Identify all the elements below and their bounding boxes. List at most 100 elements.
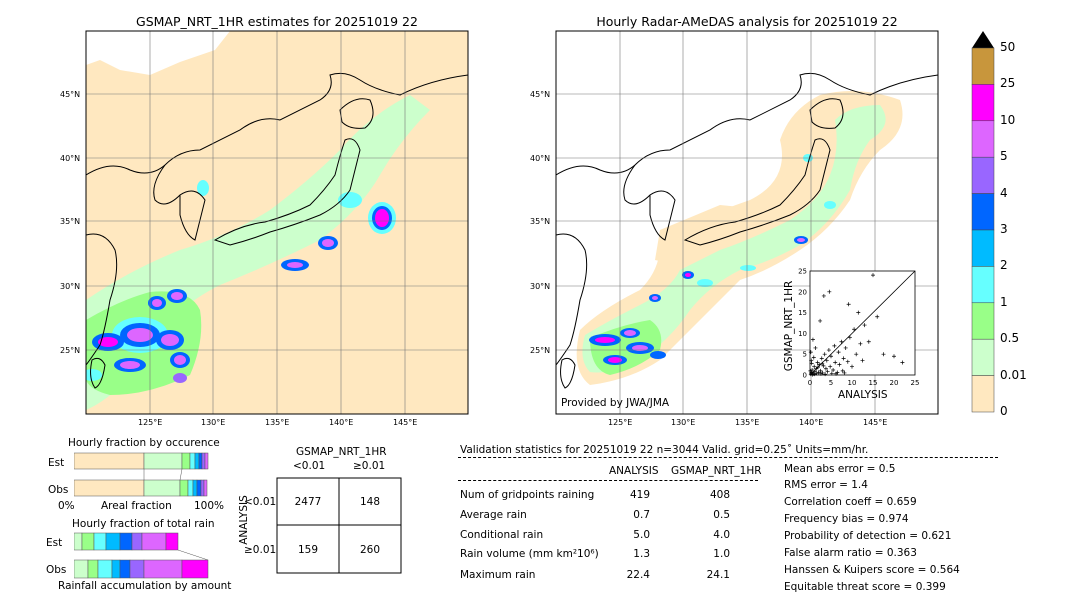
validation-table-rule	[458, 480, 758, 481]
scatter-point	[860, 358, 865, 363]
scatter-point	[829, 354, 833, 359]
colorbar	[971, 31, 995, 413]
contingency-col-lt: <0.01	[293, 460, 326, 472]
scatter-diagonal	[809, 270, 916, 376]
scatter-point	[821, 293, 826, 298]
validation-row-gsmap: 24.1	[706, 569, 730, 581]
total-rain-bars	[74, 532, 209, 579]
validation-header-rule	[458, 457, 998, 458]
colorbar-label: 0.01	[1000, 367, 1027, 382]
colorbar-label: 10	[1000, 112, 1016, 127]
colorbar-segment	[971, 229, 995, 267]
colorbar-label: 3	[1000, 222, 1008, 236]
scatter-y-tick: 25	[798, 268, 807, 276]
colorbar-label: 2	[1000, 258, 1008, 273]
scatter-point	[836, 350, 841, 355]
left-map	[85, 30, 469, 415]
total-rain-title: Hourly fraction of total rain	[72, 518, 215, 530]
colorbar-label: 1	[1000, 294, 1008, 309]
scatter-point	[827, 289, 832, 294]
colorbar-segment	[971, 120, 995, 158]
scatter-point	[846, 302, 851, 307]
validation-row-label: Maximum rain	[460, 569, 536, 581]
scatter-point	[856, 310, 861, 315]
contingency-col-ge: ≥0.01	[353, 460, 386, 472]
contingency-col-header: GSMAP_NRT_1HR	[296, 446, 387, 458]
colorbar-segment	[971, 302, 995, 340]
scatter-point	[834, 371, 839, 376]
scatter-point	[862, 323, 867, 328]
scatter-point	[815, 365, 820, 370]
scatter-point	[818, 318, 823, 323]
scatter-point	[812, 364, 817, 369]
scatter-point	[841, 356, 846, 361]
scatter-point	[820, 361, 825, 366]
validation-row-label: Conditional rain	[460, 529, 544, 541]
scatter-point	[825, 369, 830, 374]
right-lon-label: 125°E	[608, 418, 633, 427]
left-lon-label: 125°E	[138, 418, 163, 427]
contingency-row-ge: ≥0.01	[244, 544, 277, 556]
scatter-point	[808, 350, 813, 355]
scatter-point	[871, 273, 875, 278]
scatter-point	[833, 360, 838, 365]
scatter-point	[850, 364, 854, 369]
scatter-point	[831, 368, 836, 373]
validation-row-label: Average rain	[460, 509, 527, 521]
validation-row-label: Num of gridpoints raining	[460, 489, 595, 501]
scatter-y-tick: 10	[798, 330, 807, 338]
contingency-cell: 2477	[294, 496, 322, 508]
colorbar-label: 0.5	[1000, 331, 1020, 346]
scatter-xlabel: ANALYSIS	[838, 389, 888, 401]
score-line: Equitable threat score = 0.399	[784, 581, 946, 593]
total-rain-obs-label: Obs	[46, 564, 67, 576]
colorbar-label: 4	[1000, 185, 1008, 200]
scatter-point	[823, 372, 828, 377]
occurrence-axis-left: 0%	[58, 500, 75, 512]
validation-row-gsmap: 1.0	[713, 548, 730, 560]
scatter-point	[892, 354, 896, 359]
occurrence-title: Hourly fraction by occurence	[68, 437, 220, 449]
colorbar-extend-arrow	[972, 31, 994, 48]
scatter-point	[810, 372, 815, 377]
scatter-ylabel: GSMAP_NRT_1HR	[783, 280, 795, 372]
left-lon-label: 145°E	[393, 418, 418, 427]
right-lon-label: 135°E	[735, 418, 760, 427]
scatter-point	[822, 352, 827, 357]
scatter-point	[852, 327, 857, 332]
scatter-point	[810, 370, 815, 375]
contingency-grid	[276, 477, 402, 574]
score-line: Mean abs error = 0.5	[784, 463, 896, 475]
scatter-point	[866, 339, 871, 344]
validation-row-gsmap: 0.5	[713, 509, 730, 521]
score-line: Probability of detection = 0.621	[784, 530, 952, 542]
colorbar-label: 5	[1000, 149, 1008, 164]
validation-header: Validation statistics for 20251019 22 n=…	[460, 444, 869, 456]
contingency-cell: 159	[297, 544, 319, 556]
scatter-plot: 00 5 5 10 10 15 15 20 20 25 25	[798, 268, 920, 388]
score-line: RMS error = 1.4	[784, 479, 868, 491]
contingency-row-lt: <0.01	[244, 496, 277, 508]
validation-row-analysis: 0.7	[633, 509, 650, 521]
scatter-point	[817, 362, 822, 367]
scatter-y-tick: 0	[803, 372, 807, 380]
scatter-x-tick: 25	[911, 379, 920, 387]
scatter-point	[829, 371, 834, 376]
right-lat-label: 45°N	[530, 90, 551, 99]
total-rain-caption: Rainfall accumulation by amount	[58, 580, 232, 592]
colorbar-segment	[971, 375, 995, 413]
occurrence-axis-right: 100%	[194, 500, 225, 512]
scatter-x-tick: 0	[808, 379, 812, 387]
scatter-point	[818, 368, 823, 373]
validation-col-analysis: ANALYSIS	[609, 465, 659, 477]
scatter-point	[810, 337, 815, 342]
left-lon-label: 140°E	[329, 418, 354, 427]
validation-row-analysis: 1.3	[633, 548, 650, 560]
colorbar-label: 50	[1000, 40, 1016, 54]
scatter-point	[858, 341, 863, 346]
scatter-point	[823, 366, 828, 371]
scatter-point	[881, 352, 886, 357]
colorbar-segment	[971, 338, 995, 376]
validation-col-gsmap: GSMAP_NRT_1HR	[671, 465, 762, 477]
contingency-cell: 148	[359, 496, 381, 508]
